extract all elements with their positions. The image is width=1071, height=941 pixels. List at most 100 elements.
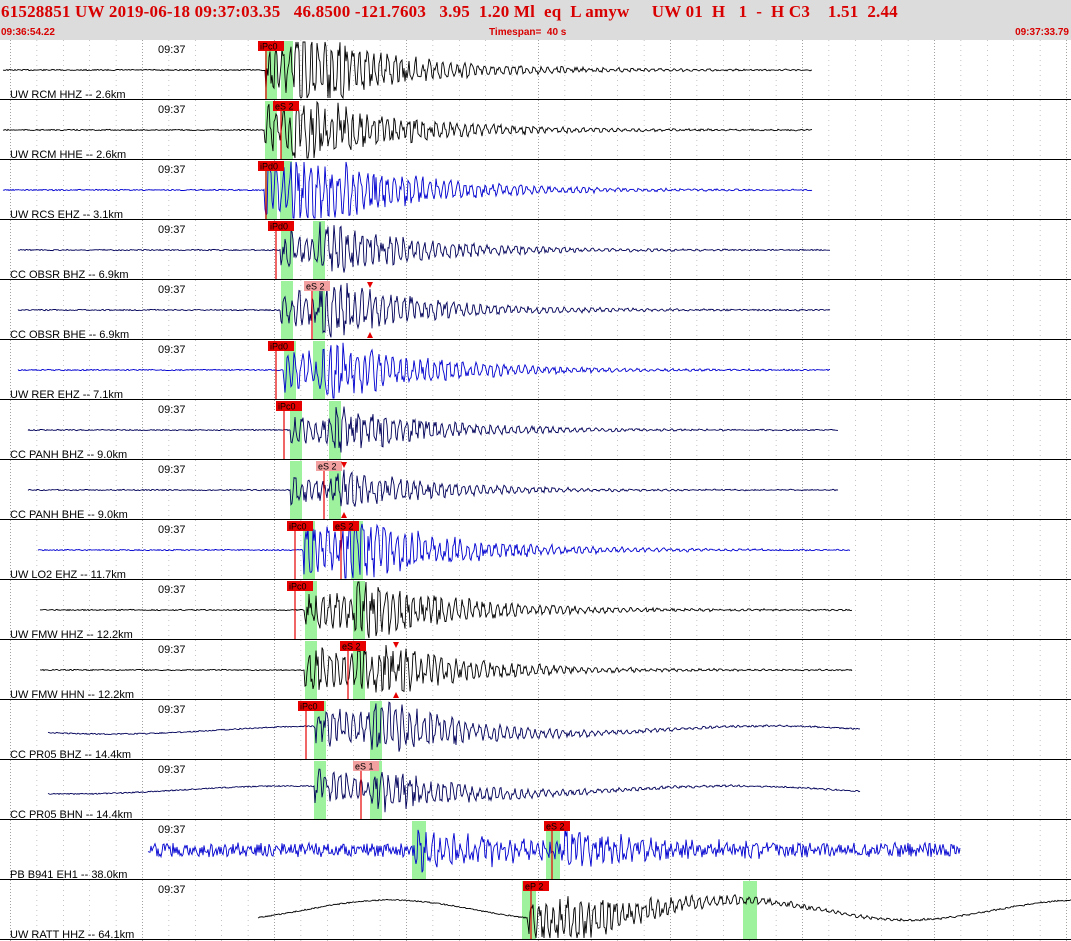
- pick-window: [314, 701, 326, 760]
- trace-row[interactable]: 09:37 UW RER EHZ -- 7.1km iPd0: [0, 341, 1071, 401]
- row-time-label: 09:37: [158, 524, 186, 536]
- pick-label-box: [304, 281, 330, 291]
- pick-label: eS 2: [275, 102, 294, 112]
- row-time-label: 09:37: [158, 644, 186, 656]
- amplitude-marker-top: [393, 642, 399, 648]
- station-label: UW RER EHZ -- 7.1km: [10, 389, 123, 401]
- trace-row[interactable]: 09:37 CC PANH BHZ -- 9.0km iPc0: [0, 401, 1071, 461]
- end-time-label: 09:37:33.79: [1015, 27, 1069, 38]
- phase-pick[interactable]: iPd0: [268, 341, 294, 399]
- phase-pick[interactable]: eS 2: [340, 641, 366, 699]
- trace-row[interactable]: 09:37 CC PANH BHE -- 9.0km eS 2: [0, 461, 1071, 521]
- station-label: UW LO2 EHZ -- 11.7km: [10, 569, 126, 581]
- amplitude-marker-bottom: [393, 692, 399, 698]
- pick-label: eS 2: [335, 522, 354, 532]
- pick-window: [313, 221, 325, 280]
- trace-row[interactable]: 09:37 CC OBSR BHE -- 6.9km eS 2: [0, 281, 1071, 341]
- pick-label: eS 2: [342, 642, 361, 652]
- pick-label-box: [298, 701, 324, 711]
- waveform: [40, 643, 853, 693]
- pick-window: [412, 821, 426, 880]
- station-label: PB B941 EH1 -- 38.0km: [10, 869, 127, 881]
- pick-label: iPd0: [270, 342, 288, 352]
- pick-window: [281, 221, 293, 280]
- pick-label-box: [287, 521, 313, 531]
- phase-pick[interactable]: iPc0: [258, 41, 284, 99]
- phase-pick[interactable]: eS 2: [316, 461, 342, 519]
- station-label: CC OBSR BHE -- 6.9km: [10, 329, 129, 341]
- pick-label: iPc0: [289, 582, 307, 592]
- phase-pick[interactable]: iPc0: [287, 521, 313, 579]
- phase-pick[interactable]: eS 2: [333, 521, 359, 579]
- amplitude-marker-top: [367, 282, 373, 288]
- trace-row[interactable]: 09:37 UW RATT HHZ -- 64.1km eP 2: [0, 881, 1071, 941]
- phase-pick[interactable]: iPd0: [268, 221, 294, 279]
- pick-label: eS 2: [306, 282, 325, 292]
- waveform: [27, 469, 839, 507]
- phase-pick[interactable]: iPc0: [298, 701, 324, 759]
- station-label: UW FMW HHZ -- 12.2km: [10, 629, 133, 641]
- trace-row[interactable]: 09:37 UW RCM HHZ -- 2.6km iPc0: [0, 41, 1071, 101]
- pick-label-box: [544, 821, 570, 831]
- pick-label: eS 2: [546, 822, 565, 832]
- trace-row[interactable]: 09:37 PB B941 EH1 -- 38.0km eS 2: [0, 821, 1071, 881]
- start-time-label: 09:36:54.22: [1, 27, 55, 38]
- pick-label: iPc0: [300, 702, 318, 712]
- pick-label-box: [268, 341, 294, 351]
- row-time-label: 09:37: [158, 344, 186, 356]
- trace-row[interactable]: 09:37 UW FMW HHZ -- 12.2km iPc0: [0, 581, 1071, 641]
- waveform: [17, 342, 831, 399]
- pick-window: [743, 881, 757, 940]
- pick-label-box: [258, 41, 284, 51]
- pick-label: eP 2: [525, 882, 543, 892]
- phase-pick[interactable]: iPc0: [276, 401, 302, 459]
- pick-label: iPc0: [260, 42, 278, 52]
- row-time-label: 09:37: [158, 584, 186, 596]
- trace-row[interactable]: 09:37 UW LO2 EHZ -- 11.7km iPc0 eS 2: [0, 521, 1071, 581]
- pick-label-box: [316, 461, 342, 471]
- station-label: CC PANH BHE -- 9.0km: [10, 509, 128, 521]
- pick-label: iPd0: [260, 162, 278, 172]
- waveform: [257, 894, 1071, 939]
- row-time-label: 09:37: [158, 164, 186, 176]
- station-label: UW RCM HHZ -- 2.6km: [10, 89, 126, 101]
- trace-row[interactable]: 09:37 CC OBSR BHZ -- 6.9km iPd0: [0, 221, 1071, 281]
- event-title: 61528851 UW 2019-06-18 09:37:03.35 46.85…: [1, 2, 898, 21]
- trace-row[interactable]: 09:37 UW FMW HHN -- 12.2km eS 2: [0, 641, 1071, 701]
- waveform: [2, 161, 813, 219]
- pick-label-box: [276, 401, 302, 411]
- waveform: [47, 701, 861, 752]
- phase-pick[interactable]: eS 2: [304, 281, 330, 339]
- pick-label-box: [340, 641, 366, 651]
- row-time-label: 09:37: [158, 884, 186, 896]
- waveform: [2, 41, 813, 100]
- station-label: CC PANH BHZ -- 9.0km: [10, 449, 127, 461]
- trace-row[interactable]: 09:37 UW RCS EHZ -- 3.1km iPd0: [0, 161, 1071, 221]
- trace-row[interactable]: 09:37 UW RCM HHE -- 2.6km eS 2: [0, 100, 1071, 161]
- waveform: [17, 221, 831, 273]
- pick-label-box: [333, 521, 359, 531]
- station-label: CC PR05 BHN -- 14.4km: [10, 809, 132, 821]
- pick-label-box: [287, 581, 313, 591]
- pick-window: [290, 461, 302, 520]
- pick-window: [370, 761, 382, 820]
- pick-label-box: [353, 761, 379, 771]
- pick-label: iPc0: [278, 402, 296, 412]
- phase-pick[interactable]: eP 2: [523, 881, 549, 939]
- pick-label: iPd0: [270, 222, 288, 232]
- phase-pick[interactable]: eS 1: [353, 761, 379, 819]
- pick-label-box: [273, 101, 299, 111]
- station-label: CC OBSR BHZ -- 6.9km: [10, 269, 129, 281]
- pick-window: [281, 101, 293, 160]
- seismogram-panel[interactable]: 09:37 UW RCM HHZ -- 2.6km iPc0 09:37 UW RCM …: [0, 40, 1071, 941]
- trace-row[interactable]: 09:37 CC PR05 BHN -- 14.4km eS 1: [0, 761, 1071, 821]
- trace-row[interactable]: 09:37 CC PR05 BHZ -- 14.4km iPc0: [0, 701, 1071, 761]
- phase-pick[interactable]: eS 2: [544, 821, 570, 879]
- row-time-label: 09:37: [158, 824, 186, 836]
- phase-pick[interactable]: iPc0: [287, 581, 313, 639]
- phase-pick[interactable]: eS 2: [273, 101, 299, 159]
- pick-label: iPc0: [289, 522, 307, 532]
- waveform: [37, 521, 851, 579]
- pick-window: [305, 581, 317, 640]
- phase-pick[interactable]: iPd0: [258, 161, 284, 219]
